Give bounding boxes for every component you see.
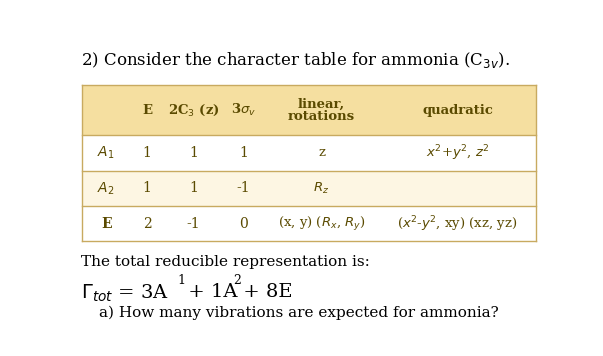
Text: + 8E: + 8E [237,283,292,300]
Text: 1: 1 [178,274,186,287]
Text: 0: 0 [239,217,248,231]
Text: 1: 1 [189,146,198,160]
Text: rotations: rotations [288,110,355,123]
Text: $x^2$+$y^2$, $z^2$: $x^2$+$y^2$, $z^2$ [426,143,489,163]
Text: 2: 2 [142,217,151,231]
Text: 2: 2 [233,274,241,287]
Text: $\Gamma_{tot}$ = 3A: $\Gamma_{tot}$ = 3A [81,283,169,304]
Text: 1: 1 [142,146,151,160]
Text: 1: 1 [142,182,151,195]
Text: E: E [101,217,112,231]
Text: quadratic: quadratic [422,104,493,117]
Text: linear,: linear, [298,98,345,111]
Text: $A_1$: $A_1$ [98,145,115,161]
Text: 3$\sigma$$_v$: 3$\sigma$$_v$ [230,102,256,118]
Text: + 1A: + 1A [182,283,238,300]
Text: E: E [142,104,152,117]
Text: a) How many vibrations are expected for ammonia?: a) How many vibrations are expected for … [99,306,499,320]
Text: -1: -1 [236,182,250,195]
Text: $A_2$: $A_2$ [98,180,115,197]
Text: ($x^2$-$y^2$, xy) (xz, yz): ($x^2$-$y^2$, xy) (xz, yz) [397,214,518,234]
Text: z: z [318,146,325,159]
Text: 2C$_3$ (z): 2C$_3$ (z) [168,103,219,118]
Text: $R_z$: $R_z$ [314,181,330,196]
Text: 1: 1 [189,182,198,195]
Text: -1: -1 [187,217,200,231]
Text: (x, y) ($R_x$, $R_y$): (x, y) ($R_x$, $R_y$) [277,215,365,233]
Text: 1: 1 [239,146,248,160]
Text: 2) Consider the character table for ammonia (C$_{3v}$).: 2) Consider the character table for ammo… [81,49,510,69]
Text: The total reducible representation is:: The total reducible representation is: [81,255,370,269]
